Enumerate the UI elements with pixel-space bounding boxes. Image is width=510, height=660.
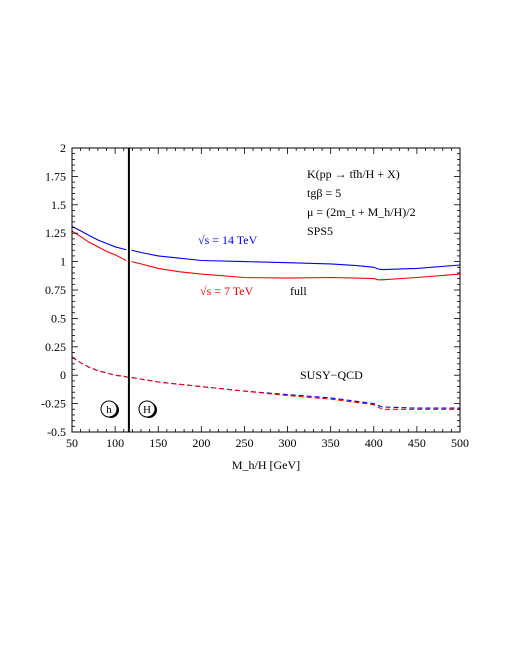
- susy-qcd-label: SUSY−QCD: [300, 368, 363, 382]
- scenario-label: SPS5: [307, 224, 333, 238]
- y-tick-label: 1.25: [45, 226, 66, 240]
- series-line-3: [131, 261, 461, 281]
- x-tick-label: 250: [235, 436, 253, 450]
- H-region-marker: H: [138, 400, 157, 418]
- series-line-5: [71, 356, 460, 410]
- x-tick-label: 100: [106, 436, 124, 450]
- y-tick-label: 0: [60, 368, 66, 382]
- x-axis-label: M_h/H [GeV]: [232, 458, 300, 472]
- y-tick-label: -0.25: [41, 397, 66, 411]
- y-tick-label: 0.25: [45, 340, 66, 354]
- x-tick-label: 300: [279, 436, 297, 450]
- H-region-label: H: [143, 404, 151, 416]
- y-tick-label: 2: [60, 141, 66, 155]
- y-tick-label: 0.5: [51, 311, 66, 325]
- y-tick-label: 1.5: [51, 198, 66, 212]
- scale-label: μ = (2m_t + M_h/H)/2: [307, 205, 416, 219]
- x-tick-label: 500: [451, 436, 469, 450]
- y-tick-label: 1.75: [45, 169, 66, 183]
- axis-ticks: 50 100 150 200 250 300 350 400 450 500 -0.5 -0.25 0 0…: [41, 141, 469, 450]
- x-tick-label: 200: [192, 436, 210, 450]
- series-label-7tev: √s = 7 TeV: [200, 284, 254, 298]
- x-tick-label: 400: [365, 436, 383, 450]
- series-line-2: [71, 230, 127, 261]
- h-region-label: h: [106, 404, 112, 416]
- full-label: full: [290, 284, 307, 298]
- y-tick-label: 0.75: [45, 283, 66, 297]
- tanbeta-label: tgβ = 5: [307, 186, 341, 200]
- y-tick-label: -0.5: [47, 425, 66, 439]
- x-tick-label: 450: [408, 436, 426, 450]
- series-line-1: [131, 249, 461, 271]
- process-label: K(pp → tt̄h/H + X): [307, 167, 400, 181]
- series-label-14tev: √s = 14 TeV: [198, 233, 258, 247]
- series-line-4: [71, 356, 460, 409]
- x-tick-label: 350: [322, 436, 340, 450]
- x-tick-label: 150: [149, 436, 167, 450]
- axes-frame: [71, 147, 461, 433]
- series-line-0: [71, 225, 127, 251]
- plot-lines: [71, 225, 461, 410]
- y-tick-label: 1: [60, 255, 66, 269]
- h-region-marker: h: [100, 400, 119, 418]
- x-tick-label: 50: [66, 436, 78, 450]
